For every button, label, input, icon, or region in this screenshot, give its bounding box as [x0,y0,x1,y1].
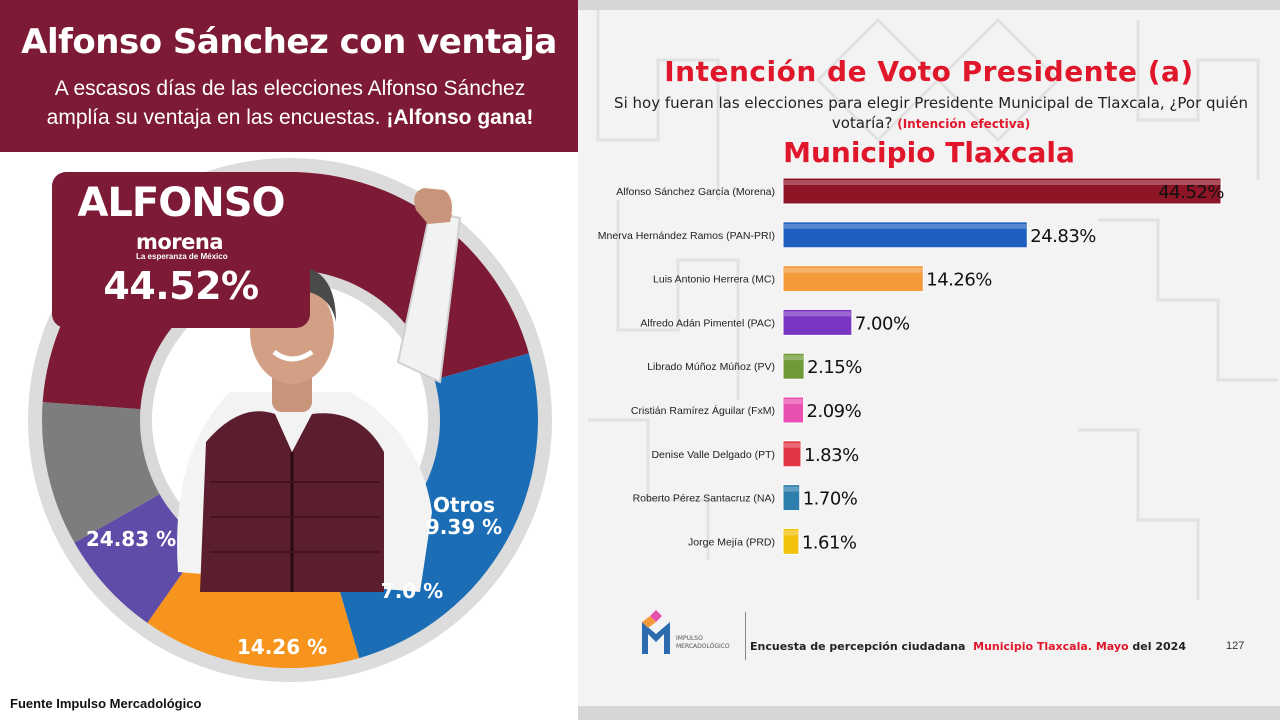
donut-slice-pac [74,489,210,623]
subhead-line-2: amplía su ventaja en las encuestas. ¡Alf… [40,103,540,132]
footer-survey-prefix: Encuesta de percepción ciudadana [750,640,966,653]
bar-value-label: 44.52% [1158,182,1224,203]
question-text: Si hoy fueran las elecciones para elegir… [614,94,1248,132]
bar-highlight [784,223,1027,229]
impulso-logo: IMPULSO MERCADOLÓGICO [642,610,730,654]
slice-label-otros-value: 9.39 % [425,515,503,539]
candidate-name: ALFONSO [77,180,285,226]
bar-value-label: 2.09% [807,401,862,422]
bar-category-label: Denise Valle Delgado (PT) [651,449,775,461]
slice-label-pac: 7.0 % [380,579,444,603]
chart-title: Intención de Voto Presidente (a) [664,55,1194,88]
bar-highlight [784,311,851,317]
footer-survey-year: del 2024 [1132,640,1186,653]
bar-category-label: Alfonso Sánchez García (Morena) [616,186,775,198]
top-border [578,0,1280,10]
bar-highlight [784,442,801,448]
candidate-highlight-box: ALFONSO morena La esperanza de México 44… [52,172,310,328]
bar-category-label: Jorge Mejía (PRD) [688,536,775,548]
candidate-photo [177,188,462,592]
bar-value-label: 24.83% [1030,226,1096,247]
bar-value-label: 7.00% [855,313,910,334]
bar-highlight [784,180,1220,185]
candidate-percent: 44.52% [103,264,259,308]
bar-value-label: 1.61% [802,532,857,553]
subhead-slogan: ¡Alfonso gana! [386,106,534,129]
logo-mark-accent-2 [642,616,656,628]
bottom-border [578,706,1280,720]
header-banner: Alfonso Sánchez con ventaja A escasos dí… [0,0,578,152]
bar [782,527,800,555]
bar [782,265,924,293]
bar [782,396,805,424]
logo-mark [642,622,670,654]
bar-value-label: 1.70% [803,489,858,510]
bar [782,177,1222,205]
bar-category-label: Mnerva Hernández Ramos (PAN-PRI) [598,230,775,242]
bar-chart: Alfonso Sánchez García (Morena) 44.52% Mne… [598,177,1225,555]
bar-highlight [784,267,923,273]
bar [782,352,805,380]
slice-label-pan-pri: 24.83 % [85,527,177,551]
bar-highlight [784,530,798,536]
source-note: Fuente Impulso Mercadológico [10,696,202,711]
subhead-line-2-text: amplía su ventaja en las encuestas. [46,106,387,129]
footer-survey-caption: Encuesta de percepción ciudadana Municip… [750,640,1186,653]
subhead-line-1: A escasos días de las elecciones Alfonso… [54,77,526,100]
party-logo-text: morena [136,230,224,254]
bar-category-label: Roberto Pérez Santacruz (NA) [633,493,775,505]
footer-survey-place: Municipio Tlaxcala. [973,640,1092,653]
slice-label-otros-name: Otros [432,493,496,517]
bar-category-label: Alfredo Adán Pimentel (PAC) [640,317,775,329]
bar-highlight [784,486,799,492]
chart-question: Si hoy fueran las elecciones para elegir… [586,93,1276,134]
subheadline: A escasos días de las elecciones Alfonso… [40,74,540,132]
bar-value-label: 14.26% [926,270,992,291]
bar-highlight [784,355,804,361]
bar-category-label: Luis Antonio Herrera (MC) [653,274,775,286]
question-qualifier: (Intención efectiva) [897,117,1031,131]
footer-divider [745,612,746,660]
slice-label-mc: 14.26 % [236,635,328,659]
logo-text-line-2: MERCADOLÓGICO [676,643,730,650]
left-panel: Alfonso Sánchez con ventaja A escasos dí… [0,0,580,720]
bar [782,221,1028,249]
logo-text-line-1: IMPULSO [676,635,703,642]
party-tagline: La esperanza de México [136,252,228,261]
headline: Alfonso Sánchez con ventaja [21,22,557,62]
slice-label-otros: Otros 9.39 % [416,494,512,538]
bar-highlight [784,399,803,404]
bar-category-label: Librado Múñoz Múñoz (PV) [647,361,775,373]
bar [782,484,801,512]
bar [782,440,802,468]
bar [782,308,853,336]
page-number: 127 [1226,640,1245,652]
bar-value-label: 1.83% [804,445,859,466]
chart-subtitle: Municipio Tlaxcala [783,136,1075,169]
bar-value-label: 2.15% [807,357,862,378]
donut-slice-otros [41,402,169,543]
right-panel: Intención de Voto Presidente (a) Si hoy … [578,0,1280,720]
background-pattern [588,10,1278,600]
bar-category-label: Cristián Ramírez Águilar (FxM) [631,404,775,417]
footer-survey-month: Mayo [1095,640,1129,653]
